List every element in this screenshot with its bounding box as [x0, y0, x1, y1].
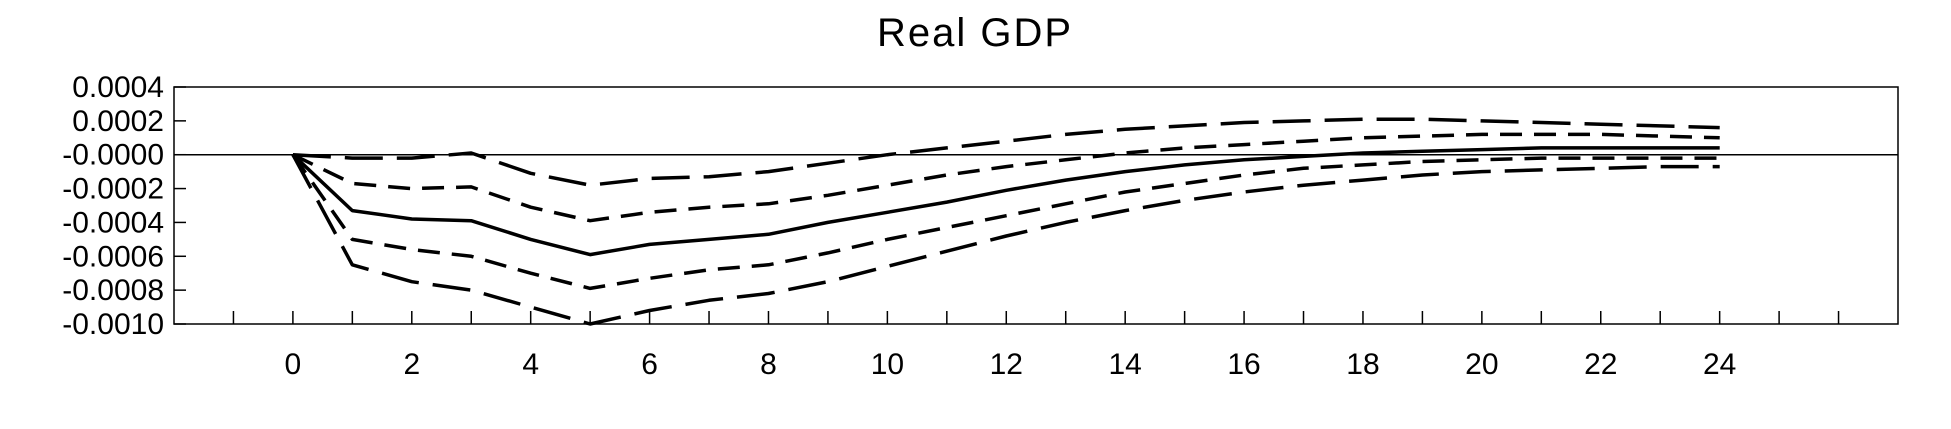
x-tick-label: 14 — [1108, 348, 1141, 381]
x-tick-label: 2 — [403, 348, 420, 381]
x-tick-label: 4 — [522, 348, 539, 381]
x-tick-label: 18 — [1346, 348, 1379, 381]
y-tick-label: -0.0002 — [62, 173, 164, 206]
x-tick-label: 24 — [1703, 348, 1736, 381]
x-tick-label: 20 — [1465, 348, 1498, 381]
x-tick-label: 16 — [1227, 348, 1260, 381]
series-line-5 — [292, 117, 1720, 187]
plot-frame — [173, 86, 1899, 325]
series-line-3 — [291, 146, 1720, 257]
y-tick-label: -0.0006 — [62, 240, 164, 273]
y-tick-label: -0.0000 — [62, 139, 164, 172]
series-line-2 — [291, 153, 1720, 291]
x-tick-label: 6 — [641, 348, 658, 381]
x-tick-label: 10 — [871, 348, 904, 381]
chart-title: Real GDP — [877, 11, 1073, 55]
x-tick-label: 8 — [760, 348, 777, 381]
series-line-4 — [292, 132, 1720, 223]
y-tick-label: -0.0004 — [62, 206, 164, 239]
x-tick-label: 22 — [1584, 348, 1617, 381]
y-tick-label: -0.0008 — [62, 274, 164, 307]
x-tick-label: 0 — [285, 348, 302, 381]
y-tick-label: 0.0002 — [72, 105, 164, 138]
y-tick-label: 0.0004 — [72, 71, 164, 104]
y-tick-label: -0.0010 — [62, 308, 164, 341]
series-line-1 — [291, 153, 1720, 326]
x-tick-label: 12 — [990, 348, 1023, 381]
